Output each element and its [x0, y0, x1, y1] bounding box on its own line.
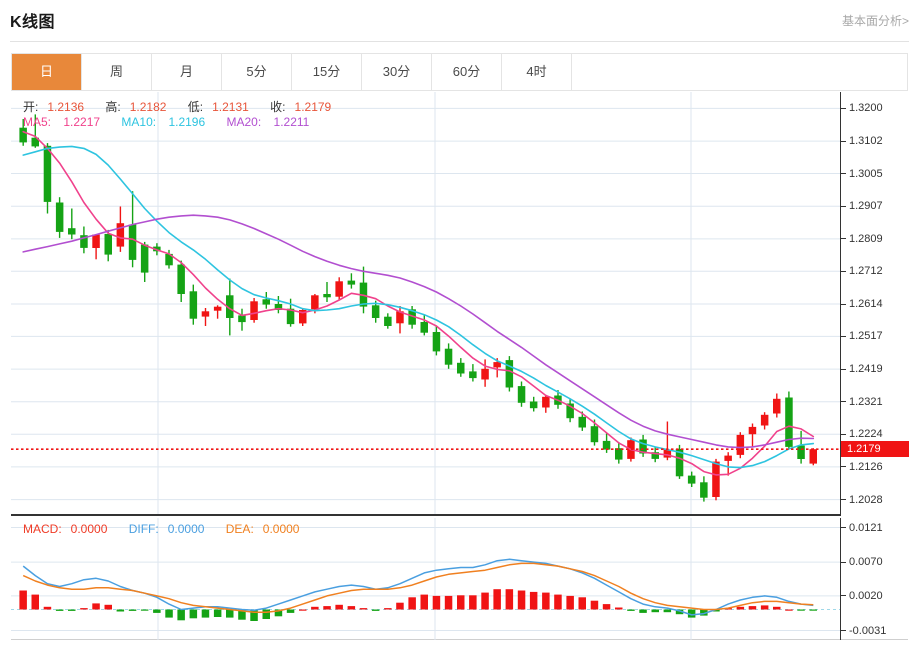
tab-4[interactable]: 5分 — [222, 54, 292, 90]
macd-y-axis: 0.0121 0.0070 0.0020 -0.0031 — [840, 518, 908, 640]
tabbar-filler — [572, 54, 907, 90]
price-tick-label: 1.2907 — [841, 200, 883, 212]
tab-5[interactable]: 15分 — [292, 54, 362, 90]
macd-tick-label: -0.0031 — [841, 625, 886, 637]
price-tick-label: 1.2126 — [841, 461, 883, 473]
macd-tick-label: 0.0121 — [841, 522, 883, 534]
tab-label: 15分 — [312, 64, 341, 79]
macd-svg — [11, 518, 840, 640]
price-tick-label: 1.2028 — [841, 494, 883, 506]
tab-label: 5分 — [246, 64, 267, 79]
tab-label: 60分 — [452, 64, 481, 79]
chart-frame: 开: 1.2136 高: 1.2182 低: 1.2131 收: 1.2179 MA5:… — [11, 92, 909, 640]
price-tick-label: 1.2224 — [841, 428, 883, 440]
tab-6[interactable]: 30分 — [362, 54, 432, 90]
price-tick-label: 1.3102 — [841, 135, 883, 147]
header-divider — [10, 41, 909, 42]
tab-label: 30分 — [382, 64, 411, 79]
tab-3[interactable]: 月 — [152, 54, 222, 90]
price-plot-area[interactable]: 开: 1.2136 高: 1.2182 低: 1.2131 收: 1.2179 MA5:… — [11, 92, 840, 516]
price-tick-label: 1.3005 — [841, 168, 883, 180]
price-tick-label: 1.2419 — [841, 363, 883, 375]
tab-label: 4时 — [526, 64, 547, 79]
macd-tick-label: 0.0070 — [841, 556, 883, 568]
tab-label: 月 — [179, 64, 193, 79]
macd-plot-area[interactable]: MACD: 0.0000 DIFF: 0.0000 DEA: 0.0000 — [11, 518, 840, 640]
tab-2[interactable]: 周 — [82, 54, 152, 90]
fundamental-analysis-link[interactable]: 基本面分析> — [841, 14, 909, 28]
price-y-axis: 1.3200 1.3102 1.3005 1.2907 1.2809 1.2712 1.26… — [840, 92, 909, 516]
tab-7[interactable]: 60分 — [432, 54, 502, 90]
price-tick-label: 1.2614 — [841, 298, 883, 310]
tab-8[interactable]: 4时 — [502, 54, 572, 90]
price-tick-label: 1.2517 — [841, 330, 883, 342]
timeframe-tabbar: 日 周 月 5分 15分 30分 60分 4时 — [11, 53, 908, 91]
candlestick-svg — [11, 92, 840, 514]
price-tick-label: 1.2321 — [841, 396, 883, 408]
price-tick-label: 1.2712 — [841, 265, 883, 277]
price-tick-label: 1.3200 — [841, 102, 883, 114]
macd-tick-label: 0.0020 — [841, 590, 883, 602]
tab-label: 周 — [109, 64, 123, 79]
tab-label: 日 — [39, 64, 53, 79]
page-title: K线图 — [10, 14, 56, 31]
page-header: K线图 基本面分析> — [0, 0, 919, 45]
price-tick-label: 1.2809 — [841, 233, 883, 245]
tab-1[interactable]: 日 — [12, 54, 82, 90]
current-price-marker: 1.2179 — [841, 441, 909, 458]
